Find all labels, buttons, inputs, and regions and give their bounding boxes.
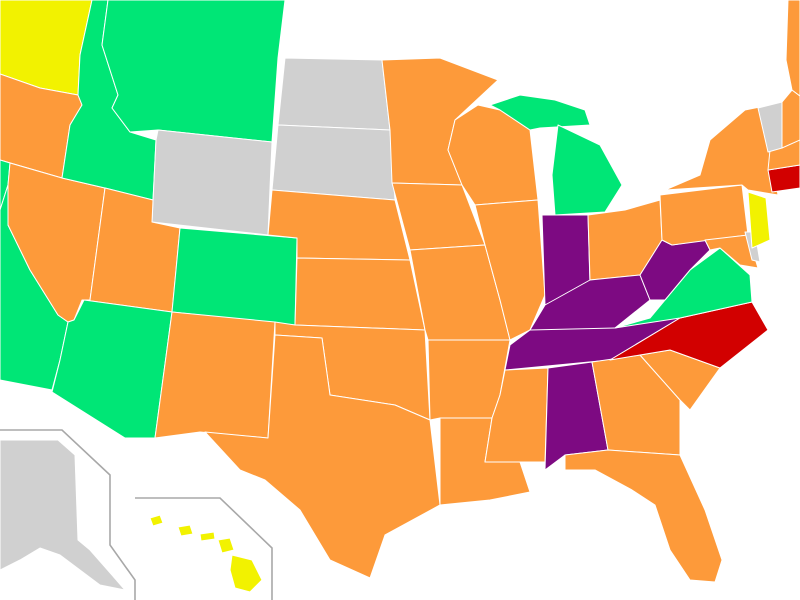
state-alaska (0, 439, 126, 591)
state-south-dakota (271, 124, 396, 201)
state-florida (564, 449, 723, 583)
state-michigan-lower (551, 124, 623, 216)
state-hawaii-oahu (177, 524, 194, 537)
state-illinois (474, 199, 546, 341)
state-pennsylvania (659, 184, 749, 246)
alaska-inset (0, 429, 136, 600)
state-montana (101, 0, 286, 143)
state-hawaii-kauai (149, 514, 164, 527)
hawaii-inset (135, 497, 273, 600)
hawaii-inset-frame (135, 497, 273, 600)
state-north-dakota (277, 57, 391, 131)
state-new-mexico (154, 311, 276, 439)
state-wyoming (151, 129, 273, 236)
state-hawaii-maui (217, 537, 235, 554)
state-hawaii-big-island (229, 554, 263, 593)
state-texas (204, 334, 441, 579)
state-colorado (171, 227, 298, 326)
state-michigan (489, 94, 591, 131)
state-maine (785, 0, 800, 97)
state-hawaii-molokai (199, 531, 216, 542)
alaska-inset-frame (0, 429, 136, 600)
state-kansas (294, 257, 426, 331)
state-virginia (614, 247, 753, 329)
state-new-hampshire (781, 89, 800, 149)
state-new-jersey (747, 191, 771, 249)
